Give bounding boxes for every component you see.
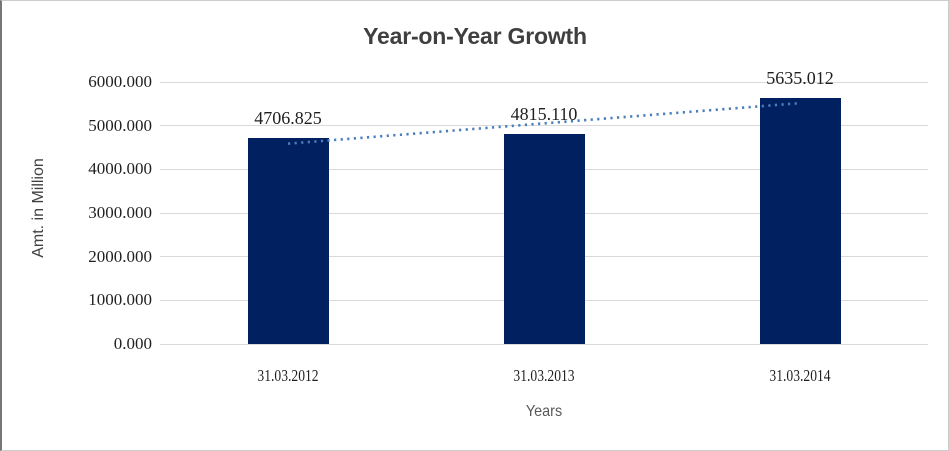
- y-axis-tick-label: 2000.000: [88, 246, 152, 266]
- y-axis-tick-label: 3000.000: [88, 203, 152, 222]
- y-axis-tick-label: 1000.000: [88, 290, 152, 310]
- y-axis-tick-label: 0.000: [113, 334, 152, 353]
- data-label: 4815.110: [510, 103, 578, 124]
- data-label: 5635.012: [766, 67, 834, 88]
- x-axis-tick-label: 31.03.2014: [769, 366, 831, 385]
- gridline: [160, 81, 928, 83]
- y-axis-tick-label: 4000.000: [88, 159, 152, 179]
- gridline: [160, 343, 928, 345]
- bar-31.03.2013[interactable]: [503, 133, 585, 344]
- y-axis-tick-label: 5000.000: [88, 115, 152, 135]
- data-label: 4706.825: [254, 108, 322, 129]
- bar-31.03.2012[interactable]: [247, 138, 329, 344]
- x-axis-tick-label: 31.03.2013: [513, 366, 575, 385]
- y-axis-tick-label: 6000.000: [88, 72, 152, 91]
- chart-title: Year-on-Year Growth: [363, 23, 587, 49]
- bar-31.03.2014[interactable]: [759, 97, 841, 344]
- x-axis-title: Years: [525, 403, 563, 420]
- x-axis-tick-label: 31.03.2012: [257, 366, 319, 385]
